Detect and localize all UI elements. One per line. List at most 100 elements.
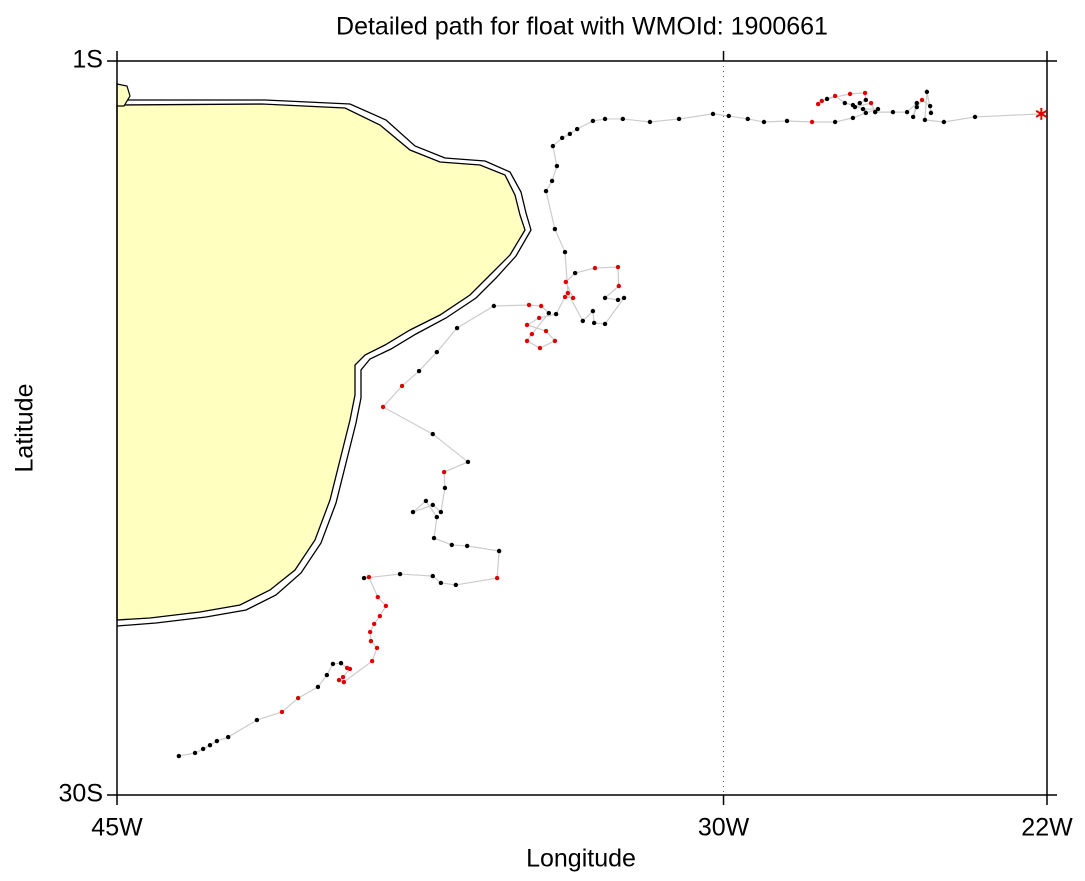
float-position bbox=[526, 302, 532, 308]
float-position bbox=[442, 485, 448, 491]
float-position bbox=[524, 338, 530, 344]
float-position bbox=[397, 571, 403, 577]
float-position bbox=[572, 270, 578, 276]
float-position bbox=[536, 315, 542, 321]
float-position bbox=[200, 746, 206, 752]
y-tick-label: 30S bbox=[59, 780, 103, 808]
float-position bbox=[615, 264, 621, 270]
float-position bbox=[338, 660, 344, 666]
float-position bbox=[464, 543, 470, 549]
float-position bbox=[438, 580, 444, 586]
float-position bbox=[847, 91, 853, 97]
float-position bbox=[295, 695, 301, 701]
float-position bbox=[543, 328, 549, 334]
float-position bbox=[225, 734, 231, 740]
float-position bbox=[441, 469, 447, 475]
float-position bbox=[430, 502, 435, 508]
float-position bbox=[431, 535, 437, 541]
float-position bbox=[416, 368, 422, 374]
float-position bbox=[863, 97, 869, 103]
float-position bbox=[549, 178, 555, 184]
float-position bbox=[465, 459, 471, 465]
float-position bbox=[784, 118, 790, 124]
float-position bbox=[371, 621, 377, 627]
float-position bbox=[868, 100, 874, 106]
float-position bbox=[538, 303, 544, 309]
float-position bbox=[832, 119, 838, 125]
float-position bbox=[207, 742, 213, 748]
float-position bbox=[347, 666, 353, 672]
float-position bbox=[537, 345, 543, 351]
land-island bbox=[116, 83, 131, 107]
coast-shelf bbox=[116, 99, 532, 627]
float-position bbox=[254, 717, 260, 723]
float-position bbox=[553, 311, 559, 317]
float-position bbox=[919, 97, 925, 103]
float-position bbox=[621, 295, 627, 301]
float-position bbox=[914, 100, 919, 106]
float-position bbox=[620, 116, 626, 122]
float-position bbox=[815, 101, 821, 107]
last-position bbox=[1035, 107, 1048, 120]
float-position bbox=[710, 111, 716, 117]
float-position bbox=[552, 226, 558, 232]
float-position bbox=[922, 117, 928, 123]
float-position bbox=[910, 114, 916, 120]
float-position bbox=[842, 100, 848, 106]
float-position bbox=[367, 629, 373, 635]
float-position bbox=[176, 753, 182, 759]
float-position bbox=[745, 116, 750, 122]
float-position bbox=[559, 135, 565, 141]
float-position bbox=[857, 100, 862, 106]
float-position bbox=[449, 542, 454, 548]
x-axis-label: Longitude bbox=[526, 845, 636, 873]
land bbox=[116, 83, 532, 627]
float-position bbox=[340, 674, 346, 680]
float-position bbox=[824, 96, 830, 102]
float-position bbox=[602, 116, 608, 122]
float-position bbox=[494, 575, 500, 581]
float-position bbox=[890, 109, 896, 115]
float-position bbox=[602, 321, 608, 327]
float-position bbox=[380, 404, 386, 410]
y-axis-label: Latitude bbox=[11, 384, 39, 473]
x-tick-label: 45W bbox=[91, 814, 143, 842]
float-position bbox=[375, 594, 381, 600]
float-position bbox=[875, 106, 881, 112]
float-position bbox=[591, 320, 597, 326]
float-position bbox=[369, 658, 375, 664]
float-position bbox=[590, 118, 596, 124]
float-position bbox=[543, 188, 549, 194]
float-position bbox=[315, 684, 321, 690]
float-position bbox=[862, 90, 868, 96]
float-position bbox=[524, 322, 530, 328]
float-position bbox=[377, 613, 383, 619]
float-position bbox=[330, 661, 336, 667]
float-position bbox=[927, 103, 933, 109]
float-position bbox=[941, 119, 947, 125]
float-position bbox=[366, 574, 372, 580]
x-tick-label: 30W bbox=[698, 814, 750, 842]
float-position bbox=[972, 114, 978, 120]
float-position bbox=[399, 383, 405, 389]
float-position bbox=[850, 115, 856, 121]
float-position bbox=[590, 308, 596, 314]
float-position bbox=[554, 163, 560, 169]
float-position bbox=[374, 645, 380, 651]
float-position bbox=[860, 106, 866, 112]
float-position bbox=[279, 709, 285, 715]
float-position bbox=[368, 638, 374, 644]
float-position bbox=[552, 338, 558, 344]
float-position bbox=[574, 126, 580, 132]
float-position bbox=[434, 349, 440, 355]
float-position bbox=[192, 750, 198, 756]
float-position bbox=[361, 575, 367, 581]
float-position bbox=[904, 109, 910, 115]
float-position bbox=[602, 295, 608, 301]
float-position bbox=[383, 603, 389, 609]
plot-frame bbox=[116, 60, 1048, 796]
float-position bbox=[423, 498, 429, 504]
float-position bbox=[562, 294, 568, 300]
float-position bbox=[852, 104, 858, 110]
float-position bbox=[863, 110, 869, 116]
